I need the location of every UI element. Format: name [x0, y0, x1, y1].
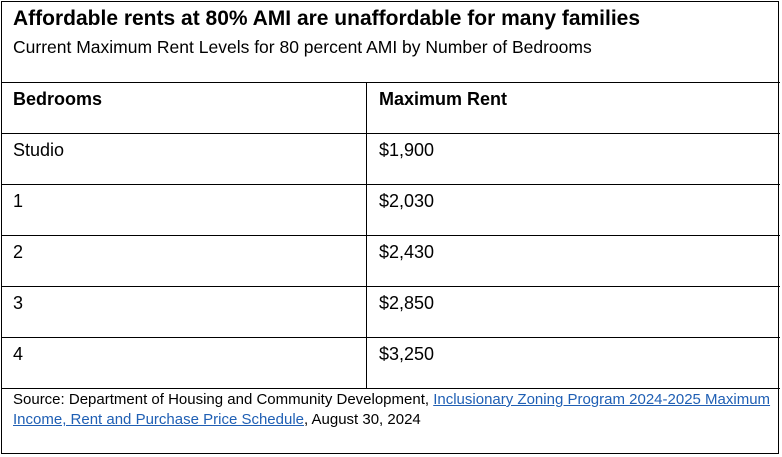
source-suffix: , August 30, 2024 [304, 411, 421, 428]
table-row: 3 $2,850 [2, 287, 780, 338]
bedrooms-cell: 3 [2, 287, 367, 337]
bedrooms-cell: 4 [2, 338, 367, 388]
table-row: 4 $3,250 [2, 338, 780, 389]
maximum-rent-cell: $2,850 [379, 293, 435, 313]
bedrooms-cell: 2 [2, 236, 367, 286]
bedrooms-cell: Studio [2, 134, 367, 184]
page-subtitle: Current Maximum Rent Levels for 80 perce… [13, 37, 592, 57]
column-header-bedrooms: Bedrooms [2, 83, 367, 133]
bedrooms-cell: 1 [2, 185, 367, 235]
source-link[interactable]: Inclusionary Zoning Program 2024-2025 Ma… [13, 391, 771, 428]
source-prefix: Source: Department of Housing and Commun… [13, 391, 434, 408]
source-note: Source: Department of Housing and Commun… [13, 390, 773, 430]
maximum-rent-cell: $3,250 [379, 344, 435, 364]
maximum-rent-cell: $1,900 [379, 140, 435, 160]
rent-table: Bedrooms Maximum Rent Studio $1,900 1 $2… [2, 83, 780, 389]
table-row: Studio $1,900 [2, 134, 780, 185]
table-row: 2 $2,430 [2, 236, 780, 287]
page-title: Affordable rents at 80% AMI are unafford… [13, 7, 641, 30]
maximum-rent-cell: $2,430 [379, 242, 435, 262]
header: Affordable rents at 80% AMI are unafford… [2, 2, 780, 83]
table-header-row: Bedrooms Maximum Rent [2, 83, 780, 134]
column-header-maximum-rent: Maximum Rent [379, 89, 508, 109]
maximum-rent-cell: $2,030 [379, 191, 435, 211]
table-row: 1 $2,030 [2, 185, 780, 236]
